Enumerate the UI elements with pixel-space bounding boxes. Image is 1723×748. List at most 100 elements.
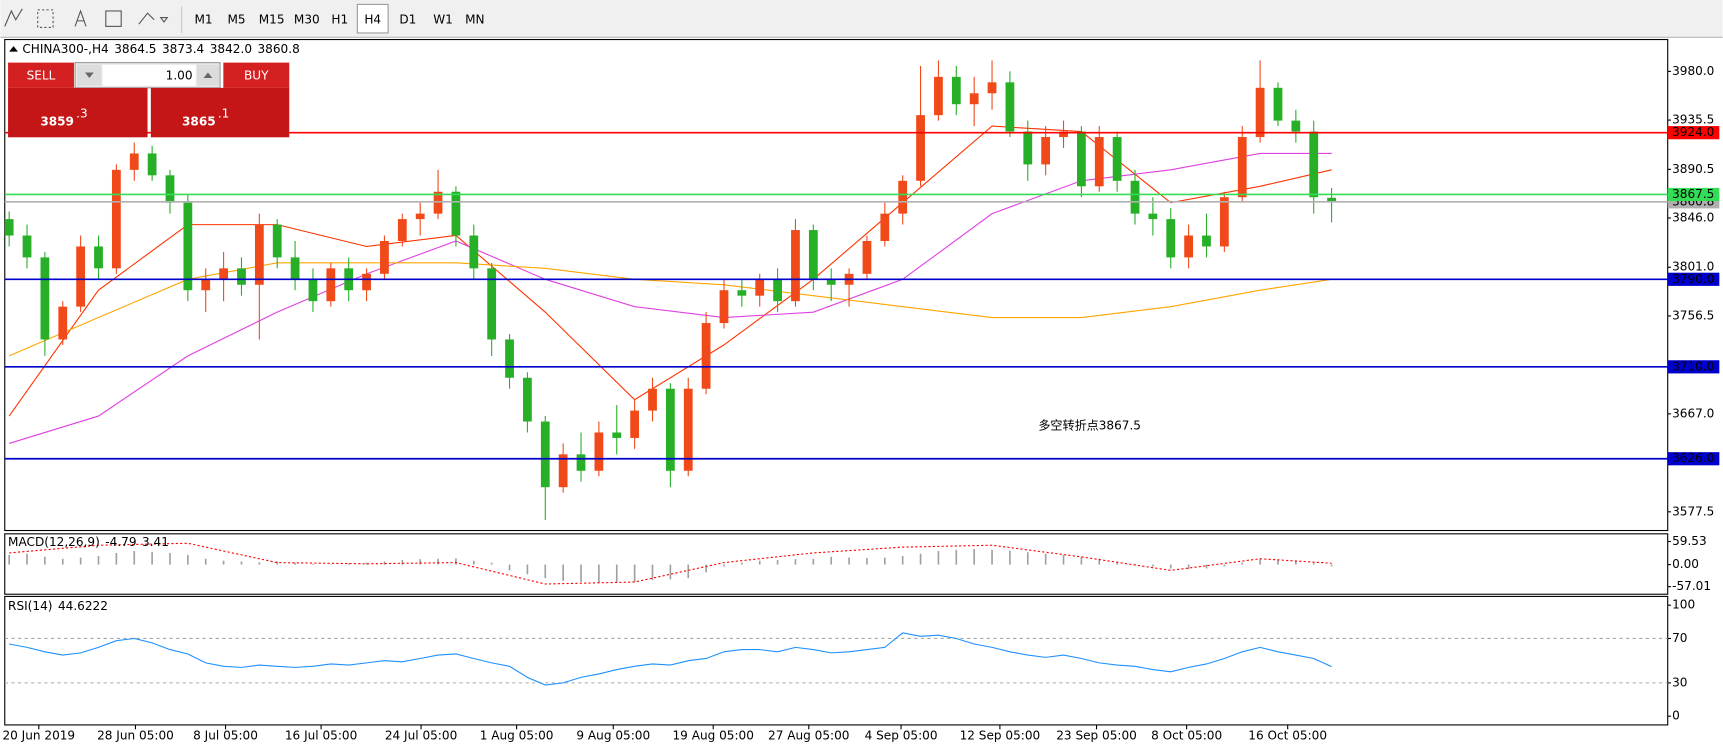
toolbar: [0, 0, 1723, 38]
x-tick-label: 12 Sep 05:00: [960, 728, 1041, 742]
icon-text[interactable]: [74, 9, 87, 27]
candle-body: [523, 377, 532, 422]
candle-body: [1166, 219, 1176, 258]
x-tick-label: 23 Sep 05:00: [1056, 728, 1137, 742]
candle-body: [951, 76, 961, 105]
candle-body: [111, 169, 121, 269]
candle-body: [147, 153, 157, 176]
price-level-label: 3924.0: [1672, 125, 1714, 139]
candle-body: [1148, 213, 1158, 220]
timeframe-button[interactable]: H1: [331, 12, 348, 26]
candle-body: [451, 191, 461, 236]
lot-input[interactable]: [102, 64, 196, 86]
bid-frac: .3: [76, 107, 88, 121]
ask-box[interactable]: [150, 87, 290, 138]
candle-body: [1112, 137, 1122, 181]
panel-frame: [4, 533, 1669, 595]
candle-body: [415, 213, 425, 220]
timeframe-button[interactable]: D1: [399, 12, 416, 26]
x-tick-label: 4 Sep 05:00: [865, 728, 938, 742]
y-tick-label: 3667.0: [1672, 406, 1714, 420]
lot-value: 1.00: [166, 68, 193, 82]
candle-body: [487, 268, 497, 340]
candle-body: [397, 219, 407, 241]
x-tick-label: 19 Aug 05:00: [672, 728, 753, 742]
candle-body: [1005, 82, 1015, 132]
candle-body: [22, 235, 32, 258]
buy-label: BUY: [244, 68, 269, 82]
candle-body: [40, 257, 50, 340]
y-tick-label: 3935.5: [1672, 113, 1714, 127]
candle-body: [1237, 137, 1247, 198]
candle-body: [1273, 87, 1283, 121]
timeframe-button[interactable]: M1: [195, 12, 213, 26]
y-tick-label: 0: [1672, 709, 1680, 723]
candle-body: [1184, 235, 1194, 258]
moving-average: [8, 262, 1332, 357]
candle-body: [469, 235, 479, 269]
candle-body: [1041, 137, 1051, 165]
y-tick-label: 70: [1672, 631, 1687, 645]
active-timeframe: [356, 3, 389, 34]
bid-box[interactable]: [8, 87, 148, 138]
candle-body: [898, 180, 908, 214]
candle-body: [576, 454, 586, 471]
chart-title: CHINA300-,H4: [22, 42, 108, 56]
candle-body: [665, 388, 675, 471]
icon-fib[interactable]: [37, 9, 54, 29]
candle-body: [201, 279, 211, 291]
ask-frac: .1: [218, 107, 230, 121]
x-tick-label: 28 Jun 05:00: [97, 728, 174, 742]
x-tick-label: 27 Aug 05:00: [768, 728, 849, 742]
buy-button[interactable]: [223, 62, 290, 88]
timeframe-button[interactable]: H4: [364, 12, 381, 26]
y-tick-label: 100: [1672, 598, 1695, 612]
candle-body: [380, 240, 389, 274]
y-tick-label: 3846.0: [1672, 211, 1714, 225]
sell-label: SELL: [27, 68, 56, 82]
panel-title: RSI(14): [8, 599, 52, 613]
timeframe-button[interactable]: M15: [259, 12, 285, 26]
y-tick-label: -57.01: [1672, 579, 1711, 593]
price-level-tag: [1667, 360, 1720, 374]
candle-body: [362, 273, 371, 291]
candle-body: [969, 93, 979, 105]
candle-body: [862, 240, 872, 274]
candle-body: [612, 432, 622, 438]
icon-arrows[interactable]: [138, 12, 169, 25]
icon-label[interactable]: [105, 10, 122, 27]
timeframe-button[interactable]: M5: [227, 12, 245, 26]
y-tick-label: 3890.5: [1672, 162, 1714, 176]
price-level-label: 3626.0: [1672, 451, 1714, 465]
rsi-line: [9, 632, 1332, 686]
chart-marker: [9, 46, 18, 52]
sell-button[interactable]: [8, 62, 74, 88]
candle-body: [630, 410, 640, 438]
y-tick-label: 59.53: [1672, 534, 1707, 548]
bid-main: 3859: [40, 114, 74, 128]
ohlc-value: 3860.8: [258, 42, 300, 56]
x-tick-label: 24 Jul 05:00: [385, 728, 457, 742]
candle-body: [540, 421, 550, 488]
candle-body: [808, 230, 818, 280]
ohlc-value: 3873.4: [162, 42, 204, 56]
price-level-tag: [1667, 272, 1720, 286]
x-tick-label: 16 Oct 05:00: [1248, 728, 1327, 742]
ohlc-value: 3842.0: [210, 42, 252, 56]
macd-value: -4.79: [105, 535, 136, 549]
y-tick-label: 3577.5: [1672, 504, 1714, 518]
timeframe-button[interactable]: W1: [433, 12, 453, 26]
tool-icons: [4, 6, 183, 33]
price-level-label: 3867.5: [1672, 187, 1714, 201]
timeframe-button[interactable]: M30: [294, 12, 320, 26]
timeframe-button[interactable]: MN: [465, 12, 484, 26]
ask-main: 3865: [182, 114, 216, 128]
candle-body: [648, 388, 657, 411]
candle-body: [1291, 120, 1301, 132]
icon-lines[interactable]: [4, 8, 23, 27]
candle-body: [934, 76, 943, 116]
candle-body: [76, 246, 86, 307]
candle-body: [1219, 197, 1229, 247]
